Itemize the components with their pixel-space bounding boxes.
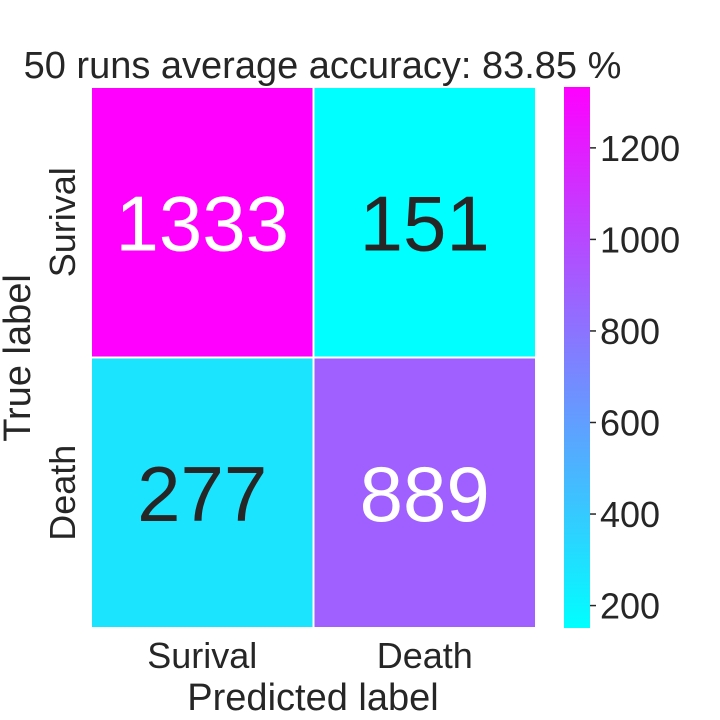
colorbar-tick-label-3: 800 xyxy=(600,311,660,352)
y-tick-label-0: Surival xyxy=(42,167,83,277)
y-tick-labels: Surival Death xyxy=(42,167,83,541)
colorbar xyxy=(564,87,590,628)
cell-value-0-1: 151 xyxy=(360,179,490,267)
x-tick-label-0: Surival xyxy=(147,635,257,676)
x-tick-labels: Surival Death xyxy=(147,635,473,676)
chart-title: 50 runs average accuracy: 83.85 % xyxy=(23,45,622,87)
cell-value-0-0: 1333 xyxy=(115,179,289,267)
colorbar-tick-label-5: 1200 xyxy=(600,128,680,169)
x-tick-label-1: Death xyxy=(377,635,473,676)
heatmap-cell-1-1 xyxy=(312,356,537,629)
colorbar-tick-label-1: 400 xyxy=(600,494,660,535)
y-axis-label: True label xyxy=(0,274,39,442)
heatmap-cell-0-0 xyxy=(90,86,315,359)
colorbar-tick-label-2: 600 xyxy=(600,402,660,443)
heatmap-cell-1-0 xyxy=(90,356,315,629)
heatmap-cell-0-1 xyxy=(312,86,537,359)
cell-value-1-0: 277 xyxy=(137,450,267,538)
heatmap-cells: 1333 151 277 889 xyxy=(90,86,537,629)
colorbar-tick-label-0: 200 xyxy=(600,586,660,627)
cell-value-1-1: 889 xyxy=(360,450,490,538)
colorbar-tick-label-4: 1000 xyxy=(600,219,680,260)
x-axis-label: Predicted label xyxy=(187,677,438,719)
colorbar-ticks: 200 400 600 800 1000 1200 xyxy=(590,128,680,627)
y-tick-label-1: Death xyxy=(42,445,83,541)
